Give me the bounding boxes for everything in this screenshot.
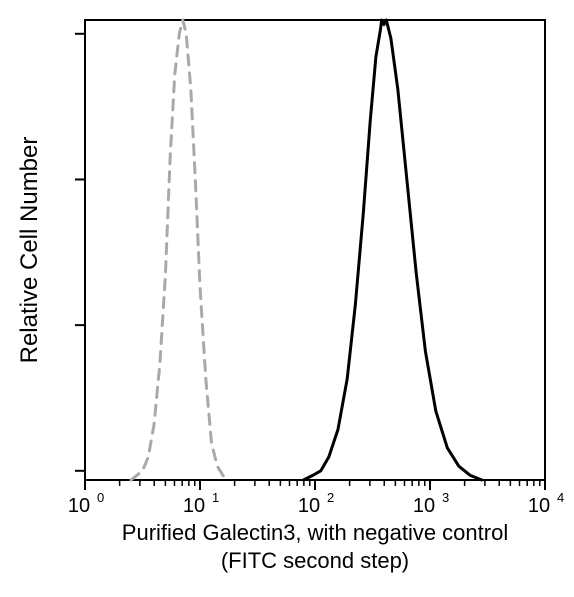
x-tick-exp: 3: [442, 490, 449, 505]
x-tick-label: 10: [298, 495, 320, 517]
x-tick-exp: 1: [212, 490, 219, 505]
chart-svg: 10 0 10 1 10 2 10 3 10 4 Purified Galectin3, with …: [0, 0, 574, 597]
x-tick-label: 10: [68, 495, 90, 517]
x-tick-exp: 2: [327, 490, 334, 505]
x-axis-title-line1: Purified Galectin3, with negative contro…: [122, 520, 508, 545]
x-tick-label: 10: [183, 495, 205, 517]
x-axis-title-line2: (FITC second step): [221, 548, 409, 573]
curve-galectin3-sample: [304, 20, 482, 480]
x-tick-exp: 4: [557, 490, 564, 505]
x-tick-label: 10: [528, 495, 550, 517]
flow-cytometry-histogram: 10 0 10 1 10 2 10 3 10 4 Purified Galectin3, with …: [0, 0, 574, 597]
y-axis-title: Relative Cell Number: [16, 137, 43, 364]
curve-negative-control: [131, 20, 229, 480]
x-tick-label: 10: [413, 495, 435, 517]
x-tick-exp: 0: [97, 490, 104, 505]
